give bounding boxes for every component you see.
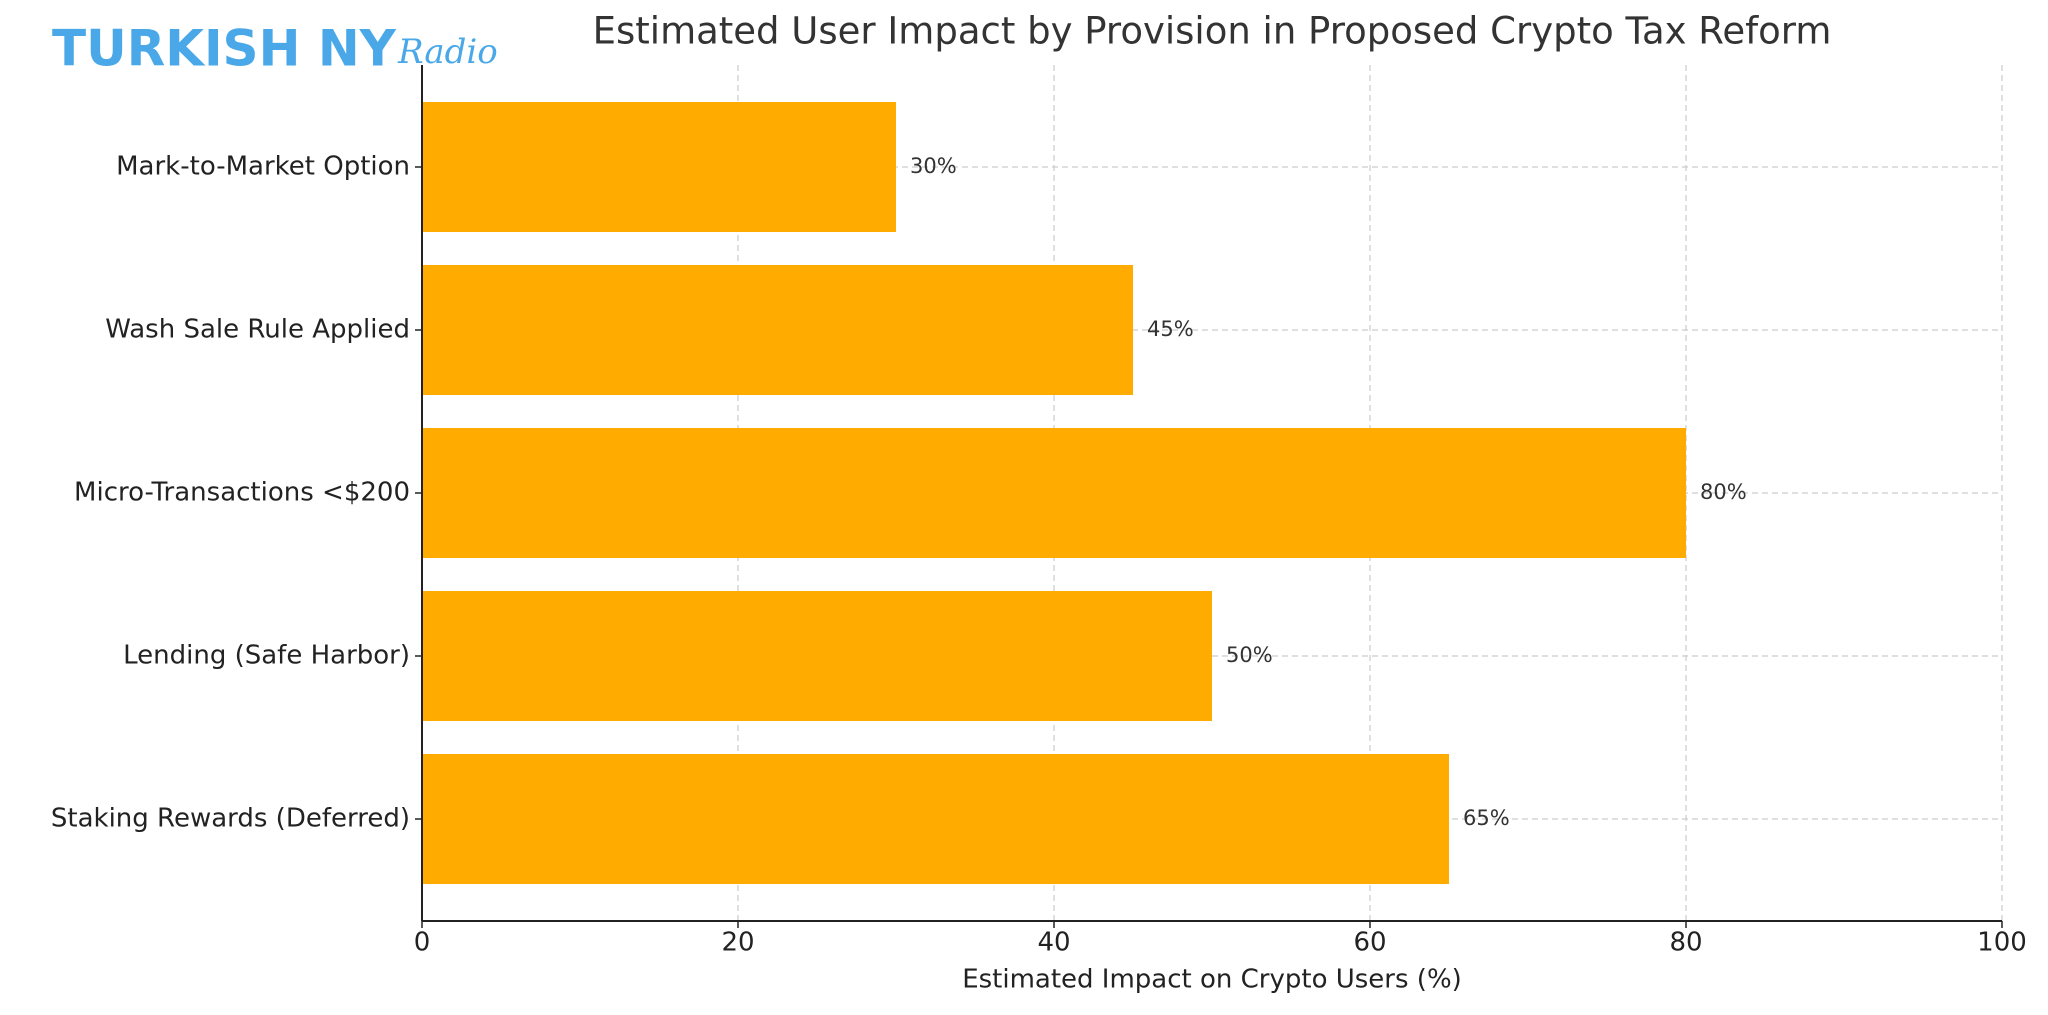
x-tick-label: 40 xyxy=(1037,928,1070,958)
bar xyxy=(422,265,1133,395)
x-tick-label: 100 xyxy=(1977,928,2027,958)
y-tick-label: Micro-Transactions <$200 xyxy=(74,478,410,508)
value-label: 45% xyxy=(1147,317,1194,341)
bar xyxy=(422,591,1212,721)
value-label: 80% xyxy=(1700,480,1747,504)
value-label: 65% xyxy=(1463,806,1510,830)
x-tick-label: 20 xyxy=(721,928,754,958)
x-tick-label: 60 xyxy=(1353,928,1386,958)
value-label: 50% xyxy=(1226,643,1273,667)
value-label: 30% xyxy=(910,154,957,178)
y-tick-label: Wash Sale Rule Applied xyxy=(105,315,410,345)
logo-script: Radio xyxy=(397,32,498,72)
y-tick-label: Mark-to-Market Option xyxy=(116,152,410,182)
x-tick-label: 0 xyxy=(414,928,431,958)
x-axis-label: Estimated Impact on Crypto Users (%) xyxy=(962,965,1462,995)
x-tick-label: 80 xyxy=(1669,928,1702,958)
bar xyxy=(422,754,1449,884)
y-tick-label: Lending (Safe Harbor) xyxy=(123,641,410,671)
bar xyxy=(422,428,1686,558)
bar xyxy=(422,102,896,232)
y-tick-label: Staking Rewards (Deferred) xyxy=(51,804,410,834)
logo-main: TURKISH NY xyxy=(52,20,397,78)
chart-title: Estimated User Impact by Provision in Pr… xyxy=(593,10,1832,53)
